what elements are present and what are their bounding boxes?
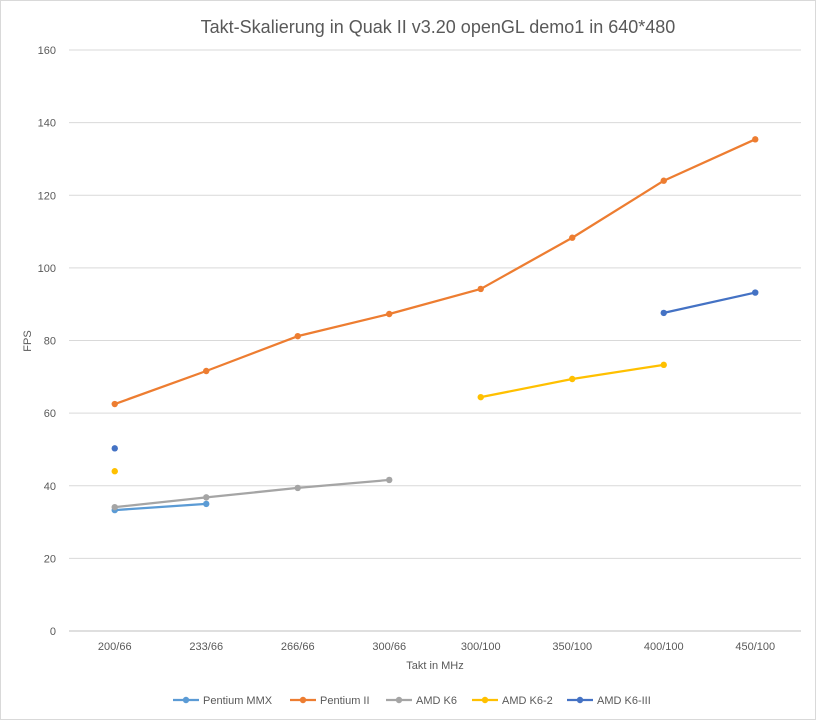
data-point	[294, 332, 301, 340]
x-tick-label: 300/66	[372, 641, 406, 653]
legend-label: AMD K6-III	[597, 695, 651, 707]
data-point	[477, 393, 484, 401]
data-point	[477, 285, 484, 293]
series-line	[662, 291, 757, 315]
legend-swatch-marker	[395, 696, 403, 704]
series-line	[113, 502, 208, 512]
data-point	[203, 367, 210, 375]
x-axis-title: Takt in MHz	[406, 660, 463, 672]
legend: Pentium MMX Pentium II AMD K6 AMD K6-2 AMD K…	[173, 695, 651, 707]
data-point	[752, 289, 759, 296]
y-tick-label: 120	[38, 190, 56, 202]
series-pentium-ii	[111, 136, 759, 408]
x-tick-label: 450/100	[735, 641, 775, 653]
series-group	[111, 136, 759, 514]
data-point	[386, 310, 393, 318]
y-tick-label: 160	[38, 45, 56, 57]
x-tick-label: 350/100	[552, 641, 592, 653]
y-tick-label: 140	[38, 118, 56, 130]
data-point	[203, 494, 210, 501]
legend-swatch-marker	[299, 696, 307, 704]
legend-swatch-marker	[182, 696, 190, 704]
data-point	[111, 400, 118, 408]
data-point	[569, 234, 576, 241]
data-point	[660, 177, 667, 184]
series-line	[113, 138, 757, 406]
data-point	[660, 309, 667, 317]
data-point	[386, 476, 393, 484]
legend-label: Pentium MMX	[203, 695, 273, 707]
x-tick-label: 266/66	[281, 641, 315, 653]
x-tick-label: 233/66	[189, 641, 223, 653]
data-point	[203, 500, 210, 508]
series-amd-k6-iii	[111, 289, 759, 452]
y-tick-label: 80	[44, 336, 56, 348]
y-tick-label: 60	[44, 408, 56, 420]
series-line	[113, 478, 391, 509]
y-axis-title: FPS	[22, 330, 34, 351]
y-tick-label: 0	[50, 626, 56, 638]
y-tick-label: 20	[44, 553, 56, 565]
gridlines	[69, 49, 801, 632]
legend-label: AMD K6-2	[502, 695, 553, 707]
legend-label: Pentium II	[320, 695, 370, 707]
data-point	[111, 468, 118, 475]
data-point	[660, 361, 667, 369]
data-point	[569, 375, 576, 383]
series-amd-k6	[111, 476, 393, 511]
data-point	[752, 136, 759, 143]
x-tick-label: 300/100	[461, 641, 501, 653]
x-tick-label: 200/66	[98, 641, 132, 653]
data-point	[294, 484, 301, 492]
y-tick-label: 40	[44, 481, 56, 493]
chart-title: Takt-Skalierung in Quak II v3.20 openGL …	[201, 17, 676, 37]
data-point	[111, 503, 118, 511]
y-tick-label: 100	[38, 263, 56, 275]
data-point	[111, 445, 118, 452]
legend-swatch-marker	[576, 696, 584, 704]
x-tick-label: 400/100	[644, 641, 684, 653]
legend-swatch-marker	[481, 696, 489, 704]
series-amd-k6-2	[111, 361, 667, 475]
y-axis-ticks: 0 20 40 60 80 100 120 140 160	[38, 45, 56, 638]
legend-label: AMD K6	[416, 695, 457, 707]
x-axis-ticks: 200/66 233/66 266/66 300/66 300/100 350/100 40…	[98, 641, 775, 653]
